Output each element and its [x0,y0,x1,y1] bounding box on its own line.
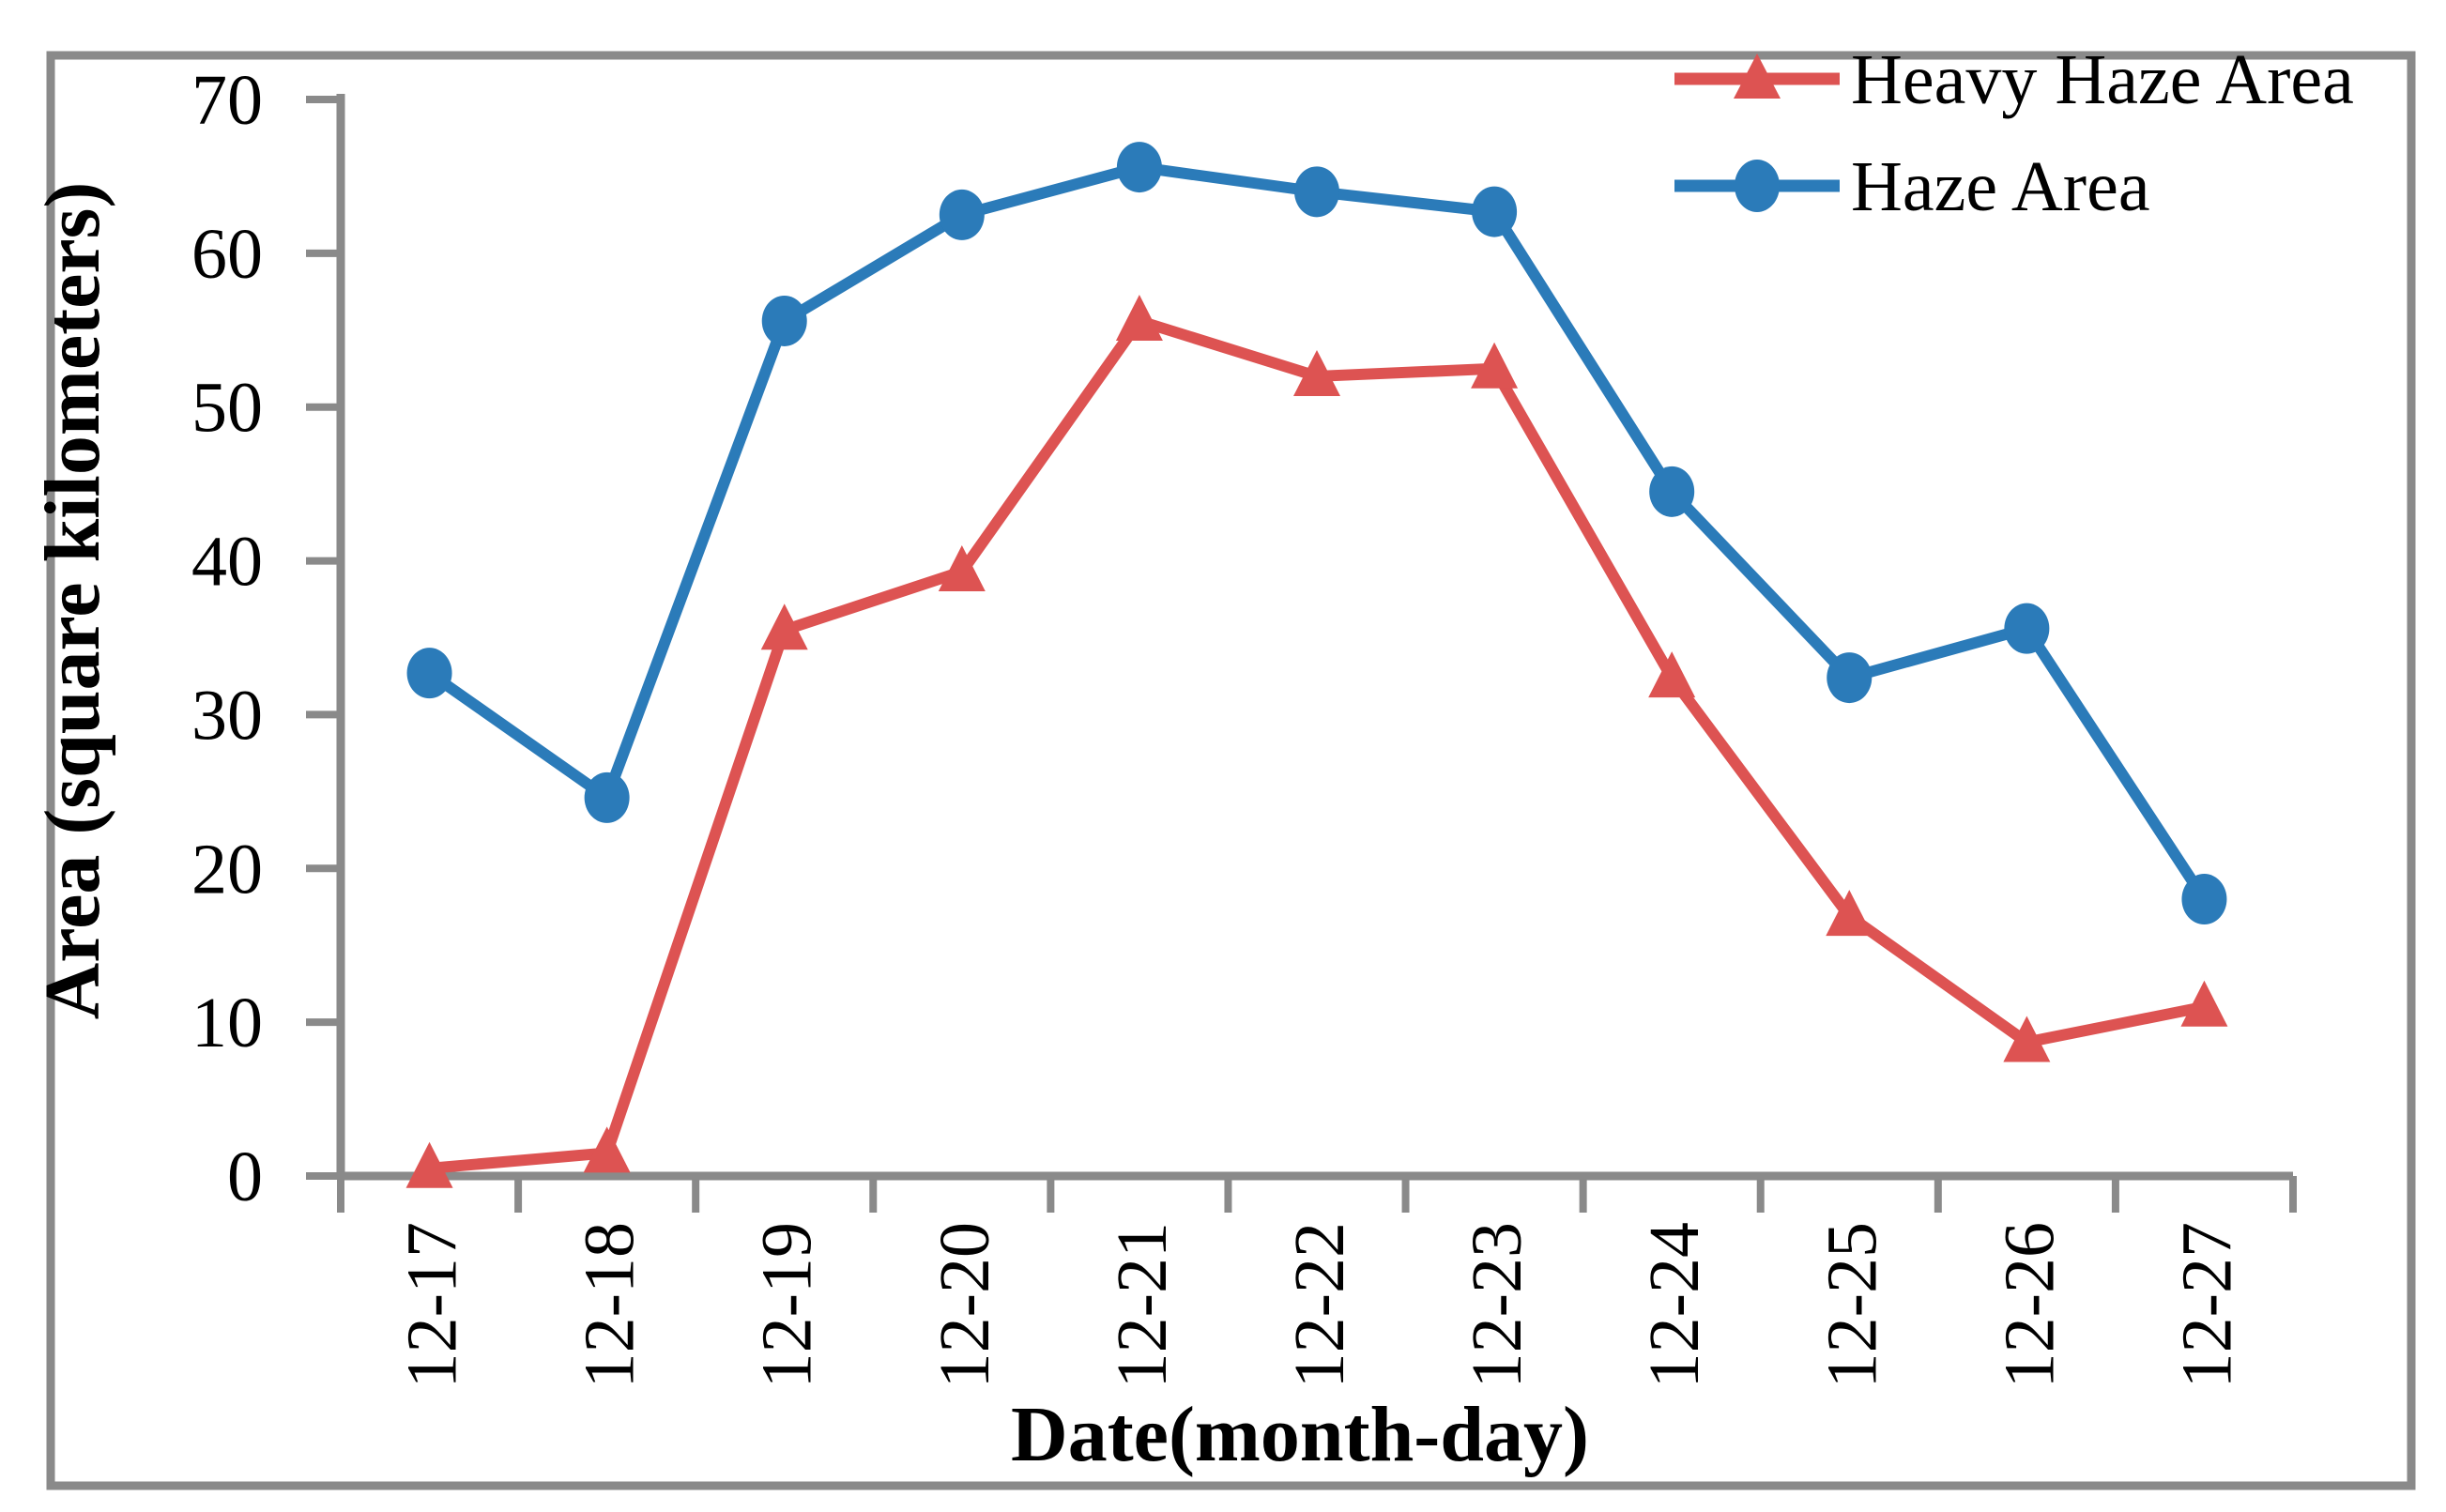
heavy-haze-area-line [423,314,2210,1174]
y-tick-label: 40 [191,523,263,602]
haze-area-data-point-marker [2004,603,2050,654]
legend-entry-heavy-haze: Heavy Haze Area [1674,40,2354,119]
heavy-haze-area-data-point-marker [1648,651,1696,698]
x-tick-label: 12-18 [571,1222,650,1388]
heavy-haze-area-data-point-marker [2003,1016,2051,1062]
legend-label-heavy-haze: Heavy Haze Area [1851,40,2354,119]
x-tick-label: 12-22 [1280,1222,1359,1388]
heavy-haze-area-data-point-marker [583,1126,631,1173]
series-group [405,142,2228,1188]
haze-area-data-point-marker [584,771,630,823]
y-tick-label: 20 [191,830,263,909]
heavy-haze-area-data-point-marker [760,603,808,650]
haze-area-data-point-marker [1827,652,1873,704]
haze-area-data-point-marker [2181,874,2227,925]
x-tick-label: 12-24 [1635,1222,1714,1388]
heavy-haze-area-data-point-marker [2180,980,2228,1027]
legend-label-haze: Haze Area [1851,147,2150,226]
x-tick-label: 12-21 [1103,1222,1182,1388]
y-tick-label: 30 [191,676,263,755]
heavy-haze-area-data-point-marker [1115,294,1163,341]
x-tick-label: 12-26 [1990,1222,2069,1388]
y-axis-title: Area (square kilometers) [29,182,116,1020]
haze-area-data-point-marker [761,295,807,346]
heavy-haze-area-data-point-marker [938,545,986,592]
legend-circle-marker-icon [1735,160,1780,212]
axes-group: 0 10 20 30 40 50 60 70 12-17 12-18 12-19 12-20 12-21… [191,61,2297,1388]
y-tick-label: 0 [227,1138,263,1216]
x-tick-label: 12-23 [1458,1222,1536,1388]
haze-area-data-point-marker [406,648,452,699]
y-tick-label: 10 [191,984,263,1062]
haze-area-data-point-marker [1116,142,1162,193]
haze-area-data-point-marker [1649,466,1695,517]
legend: Heavy Haze Area Haze Area [1674,40,2354,226]
haze-area-line [423,161,2210,906]
x-tick-label: 12-19 [748,1222,827,1388]
y-tick-label: 60 [191,215,263,294]
x-tick-label: 12-17 [393,1222,472,1388]
x-tick-label: 12-27 [2167,1222,2246,1388]
x-tick-label: 12-20 [925,1222,1004,1388]
haze-area-data-point-marker [1294,166,1339,218]
legend-triangle-marker-icon [1734,53,1781,99]
heavy-haze-area-data-point-marker [1826,890,1873,937]
y-tick-label: 70 [191,61,263,140]
x-axis-title: Date(month-day) [1011,1391,1589,1478]
legend-entry-haze: Haze Area [1674,147,2150,226]
haze-area-data-point-marker [1472,186,1518,237]
y-tick-label: 50 [191,369,263,448]
heavy-haze-area-data-point-marker [405,1141,453,1188]
heavy-haze-area-data-point-marker [1293,349,1340,396]
x-tick-label: 12-25 [1812,1222,1891,1388]
figure-border [46,51,2416,1490]
heavy-haze-area-data-point-marker [1471,342,1519,389]
haze-area-data-point-marker [939,189,985,240]
